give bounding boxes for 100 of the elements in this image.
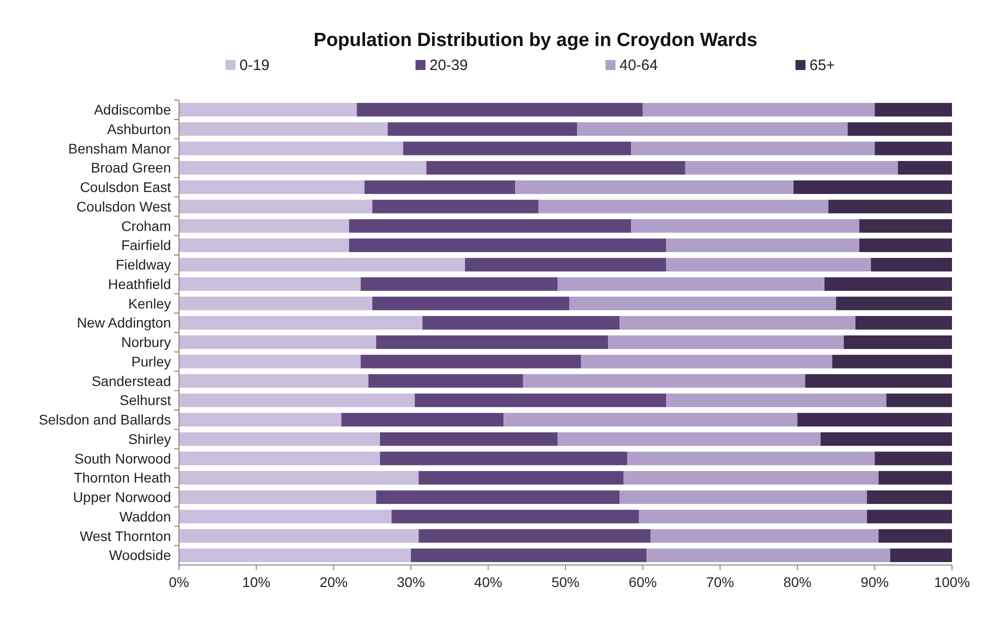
bar bbox=[179, 219, 350, 233]
bar bbox=[797, 412, 952, 426]
bar bbox=[805, 374, 952, 388]
y-tick-label: Selhurst bbox=[120, 392, 172, 408]
x-tick-label: 80% bbox=[783, 574, 812, 590]
chart-title: Population Distribution by age in Croydon Wards bbox=[314, 30, 758, 51]
bar bbox=[874, 452, 952, 466]
bar bbox=[824, 277, 952, 291]
bar bbox=[650, 529, 879, 543]
bar bbox=[832, 354, 952, 368]
bar bbox=[179, 529, 419, 543]
y-tick-label: Croham bbox=[121, 218, 171, 234]
x-tick-label: 70% bbox=[706, 574, 734, 590]
bar bbox=[666, 394, 886, 408]
legend-label: 40-64 bbox=[620, 57, 658, 74]
legend-label: 65+ bbox=[810, 57, 836, 74]
bar bbox=[179, 277, 361, 291]
bar bbox=[368, 374, 523, 388]
bar bbox=[392, 510, 639, 524]
bar bbox=[418, 529, 651, 543]
bar bbox=[179, 258, 466, 272]
x-tick-label: 50% bbox=[551, 574, 580, 590]
bar bbox=[874, 102, 952, 116]
bar bbox=[627, 452, 875, 466]
bar bbox=[569, 296, 836, 310]
bar bbox=[577, 122, 848, 136]
y-tick-label: Fairfield bbox=[121, 237, 171, 254]
bar bbox=[558, 432, 821, 446]
x-tick-label: 40% bbox=[474, 574, 502, 590]
y-tick-label: Selsdon and Ballards bbox=[38, 412, 171, 428]
bar bbox=[642, 102, 875, 116]
bar bbox=[179, 122, 388, 136]
bar bbox=[179, 354, 361, 368]
bar bbox=[620, 490, 867, 504]
bar bbox=[828, 200, 952, 214]
bar bbox=[870, 258, 952, 272]
bar bbox=[403, 142, 632, 156]
bar bbox=[890, 548, 952, 562]
bar bbox=[538, 200, 828, 214]
bar bbox=[372, 200, 538, 214]
bar bbox=[426, 161, 686, 175]
bar bbox=[380, 432, 558, 446]
y-tick-label: Coulsdon East bbox=[80, 179, 172, 196]
bar bbox=[179, 490, 376, 504]
bar bbox=[580, 354, 832, 368]
bar bbox=[364, 180, 516, 194]
y-tick-label: South Norwood bbox=[74, 450, 171, 466]
bar bbox=[179, 394, 415, 408]
bar bbox=[179, 200, 372, 214]
y-tick-label: Fieldway bbox=[116, 256, 171, 273]
bar bbox=[422, 316, 620, 330]
bar bbox=[859, 238, 952, 252]
y-tick-label: Ashburton bbox=[107, 120, 171, 137]
bar bbox=[341, 412, 504, 426]
y-tick-label: New Addington bbox=[76, 314, 171, 331]
bar bbox=[874, 142, 952, 156]
bar bbox=[866, 510, 952, 524]
bar bbox=[179, 335, 376, 349]
bar bbox=[179, 548, 411, 562]
legend-label: 20-39 bbox=[430, 57, 468, 74]
y-tick-label: Waddon bbox=[119, 508, 171, 524]
legend-label: 0-19 bbox=[240, 57, 270, 74]
bar bbox=[376, 335, 608, 349]
bar bbox=[623, 471, 879, 485]
bar bbox=[608, 335, 844, 349]
bar bbox=[666, 258, 871, 272]
y-tick-label: Coulsdon West bbox=[76, 198, 172, 214]
bar bbox=[356, 102, 643, 116]
bar bbox=[179, 142, 404, 156]
bar bbox=[179, 510, 392, 524]
bar bbox=[179, 471, 419, 485]
bar bbox=[388, 122, 578, 136]
bar bbox=[820, 432, 952, 446]
bar bbox=[878, 471, 952, 485]
bar bbox=[878, 529, 952, 543]
bar bbox=[685, 161, 898, 175]
y-tick-label: Broad Green bbox=[90, 160, 171, 176]
y-tick-label: Heathfield bbox=[108, 276, 171, 292]
bar bbox=[631, 142, 875, 156]
x-tick-label: 20% bbox=[320, 574, 348, 590]
y-tick-label: Addiscombe bbox=[94, 102, 172, 118]
bar bbox=[666, 238, 860, 252]
bar bbox=[844, 335, 952, 349]
bar bbox=[465, 258, 666, 272]
y-tick-label: Norbury bbox=[121, 334, 171, 350]
bar bbox=[179, 374, 368, 388]
bar bbox=[855, 316, 952, 330]
x-tick-label: 100% bbox=[934, 574, 970, 590]
bar bbox=[360, 354, 581, 368]
y-tick-label: Upper Norwood bbox=[72, 489, 171, 506]
bar bbox=[646, 548, 890, 562]
bar bbox=[522, 374, 806, 388]
y-tick-label: Kenley bbox=[128, 295, 171, 312]
bar bbox=[794, 180, 952, 194]
bar bbox=[179, 102, 357, 116]
bar bbox=[886, 394, 952, 408]
x-tick-label: 90% bbox=[860, 574, 889, 590]
bar bbox=[859, 219, 952, 233]
bar bbox=[558, 277, 824, 291]
bar bbox=[179, 296, 372, 310]
